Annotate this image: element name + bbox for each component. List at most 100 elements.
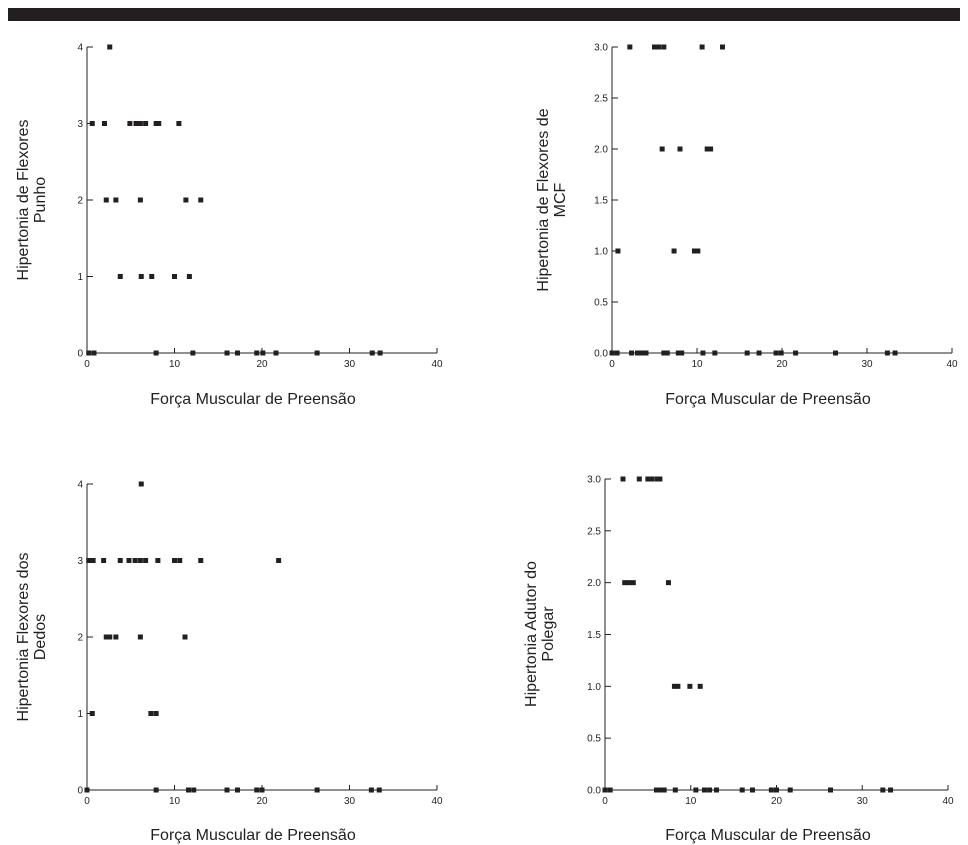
data-point [126, 558, 132, 563]
x-tick-label: 40 [942, 796, 954, 807]
data-point [153, 121, 159, 126]
y-tick-label: 2.0 [587, 578, 601, 589]
data-point [661, 350, 667, 356]
data-point [664, 350, 670, 356]
data-point [186, 787, 191, 793]
data-point [888, 787, 894, 793]
x-tick-label: 0 [84, 796, 90, 807]
y-tick-label: 0 [77, 786, 83, 797]
data-point [778, 350, 784, 356]
data-point [89, 121, 95, 126]
x-tick-label: 0 [84, 359, 90, 370]
data-point [659, 146, 665, 152]
data-point [127, 121, 133, 126]
data-point [172, 558, 177, 563]
x-tick-label: 10 [169, 796, 181, 807]
y-axis-label-line: Hipertonia Adutor do [523, 561, 540, 707]
y-axis-label-line: Punho [32, 177, 49, 223]
data-point [91, 350, 97, 356]
data-point [657, 787, 663, 793]
y-tick-label: 0.0 [587, 786, 601, 797]
data-point [103, 197, 109, 203]
data-point [276, 558, 282, 563]
y-tick-label: 4 [77, 43, 83, 54]
data-point [828, 787, 834, 793]
data-point [235, 787, 240, 793]
data-point [654, 476, 660, 482]
data-point [156, 121, 162, 126]
data-point [224, 787, 230, 793]
x-tick-label: 20 [256, 796, 268, 807]
x-axis-label: Força Muscular de Preensão [665, 827, 871, 844]
data-point [86, 558, 92, 563]
x-axis-label: Força Muscular de Preensão [665, 391, 871, 408]
data-point [687, 683, 693, 689]
data-point [153, 711, 159, 716]
data-point [186, 274, 192, 279]
data-point [713, 787, 719, 793]
data-point [182, 634, 188, 640]
data-point [697, 683, 703, 689]
data-point [645, 476, 651, 482]
data-point [259, 787, 265, 793]
data-point [143, 558, 149, 563]
data-point [260, 350, 266, 356]
data-point [691, 248, 697, 254]
y-axis-label: Hipertonia Flexores dosDedos [15, 553, 49, 722]
data-point [103, 634, 109, 640]
data-point [183, 197, 189, 203]
y-tick-label: 1 [77, 709, 83, 720]
y-axis-label-line: Polegar [540, 606, 557, 662]
chart-4: 0 10 20 30 40 0.0 0.5 1.0 1.5 2.0 2.5 3.0 Força Musc… [523, 475, 954, 845]
y-tick-label: 3 [77, 119, 83, 130]
x-axis-label: Força Muscular de Preensão [150, 827, 356, 844]
data-point [704, 146, 710, 152]
x-tick-label: 10 [169, 359, 181, 370]
x-tick-label: 20 [776, 359, 788, 370]
y-tick-label: 2 [77, 196, 83, 207]
data-point [768, 787, 774, 793]
data-point [661, 787, 667, 793]
data-point [884, 350, 890, 356]
data-point [636, 476, 642, 482]
chart-2: 0 10 20 30 40 0.0 0.5 1.0 1.5 2.0 2.5 3.0 Força Musc… [535, 43, 958, 409]
data-point [627, 44, 633, 50]
data-point [793, 350, 799, 356]
y-tick-label: 0.5 [587, 734, 601, 745]
data-point [749, 787, 755, 793]
data-point [172, 274, 177, 279]
data-point [84, 787, 90, 793]
y-tick-label: 2 [77, 633, 83, 644]
data-point [739, 787, 745, 793]
data-point [153, 787, 159, 793]
data-point [155, 558, 161, 563]
data-point [787, 787, 793, 793]
data-point [107, 634, 113, 640]
data-point [701, 787, 707, 793]
chart-3: 0 10 20 30 40 0 1 2 3 4 Força Muscular de Preensão… [15, 480, 443, 845]
y-axis-label: Hipertonia Adutor doPolegar [523, 561, 557, 707]
data-point [629, 350, 635, 356]
data-point [656, 44, 662, 50]
y-axis-label-line: Hipertonia de Flexores [15, 120, 32, 281]
data-point [672, 787, 678, 793]
data-point [675, 683, 681, 689]
data-point [643, 350, 649, 356]
data-point [101, 558, 107, 563]
data-point [133, 121, 139, 126]
data-point [679, 350, 685, 356]
data-point [177, 558, 183, 563]
data-point [314, 787, 320, 793]
x-tick-label: 30 [344, 796, 356, 807]
data-point [693, 787, 699, 793]
y-axis-label-line: MCF [552, 182, 569, 217]
data-point [107, 44, 113, 50]
y-axis-label-line: Hipertonia Flexores dos [15, 553, 32, 722]
data-point [695, 248, 701, 254]
y-axis-label-line: Hipertonia de Flexores de [535, 108, 552, 291]
data-point [622, 580, 628, 586]
data-point [675, 350, 681, 356]
data-point [677, 146, 683, 152]
y-tick-label: 1 [77, 272, 83, 283]
